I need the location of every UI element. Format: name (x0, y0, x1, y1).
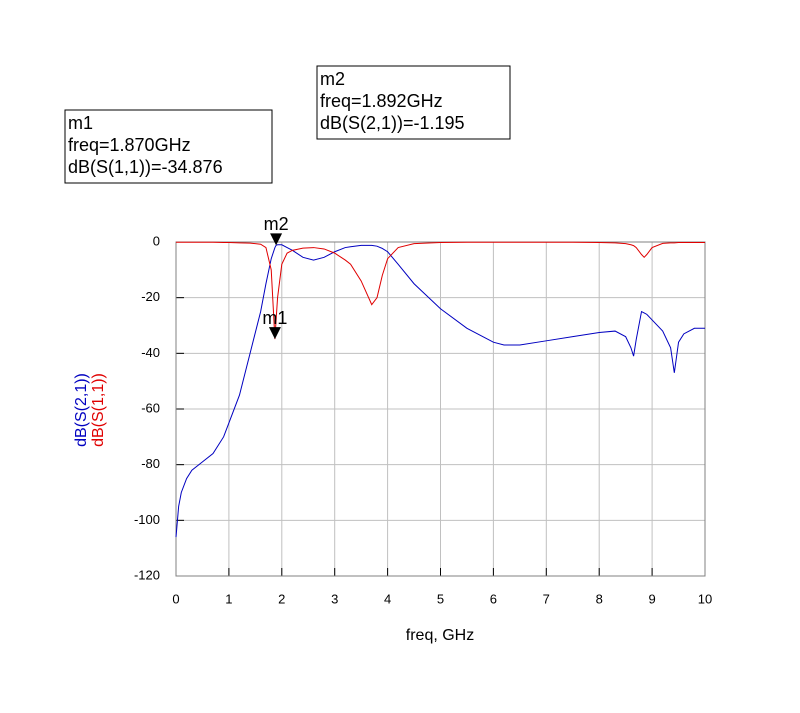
y-tick-label: -20 (141, 289, 160, 304)
marker-text: m2 (320, 69, 345, 89)
x-tick-label: 3 (331, 591, 338, 606)
y-tick-label: -100 (134, 512, 160, 527)
y-tick-label: -60 (141, 400, 160, 415)
marker-box-frame (64, 109, 273, 184)
x-tick-label: 6 (490, 591, 497, 606)
x-tick-label: 9 (648, 591, 655, 606)
y-tick-label: -120 (134, 567, 160, 582)
series-line (175, 244, 705, 538)
plot-frame (175, 241, 706, 577)
y-tick-label: 0 (153, 233, 160, 248)
x-tick-label: 2 (278, 591, 285, 606)
y-tick-label: -80 (141, 456, 160, 471)
marker-tag: m2 (264, 214, 289, 234)
series-line (176, 241, 705, 340)
legend-label: dB(S(1,1)) (90, 373, 107, 447)
marker-text: m1 (68, 113, 93, 133)
marker-tag: m1 (262, 308, 287, 328)
x-tick-label: 10 (698, 591, 712, 606)
x-tick-label: 7 (543, 591, 550, 606)
marker-text: dB(S(2,1))=-1.195 (320, 113, 465, 133)
x-axis-label: freq, GHz (406, 627, 474, 644)
marker-triangle (268, 327, 281, 340)
marker-text: freq=1.870GHz (68, 135, 191, 155)
marker-box-frame (316, 65, 511, 140)
marker-triangle (270, 233, 283, 246)
legend-label: dB(S(2,1)) (73, 373, 90, 447)
x-tick-label: 8 (596, 591, 603, 606)
x-tick-label: 1 (225, 591, 232, 606)
marker-text: dB(S(1,1))=-34.876 (68, 157, 223, 177)
x-tick-label: 5 (437, 591, 444, 606)
y-tick-label: -40 (141, 345, 160, 360)
x-tick-label: 0 (172, 591, 179, 606)
x-tick-label: 4 (384, 591, 391, 606)
marker-text: freq=1.892GHz (320, 91, 443, 111)
